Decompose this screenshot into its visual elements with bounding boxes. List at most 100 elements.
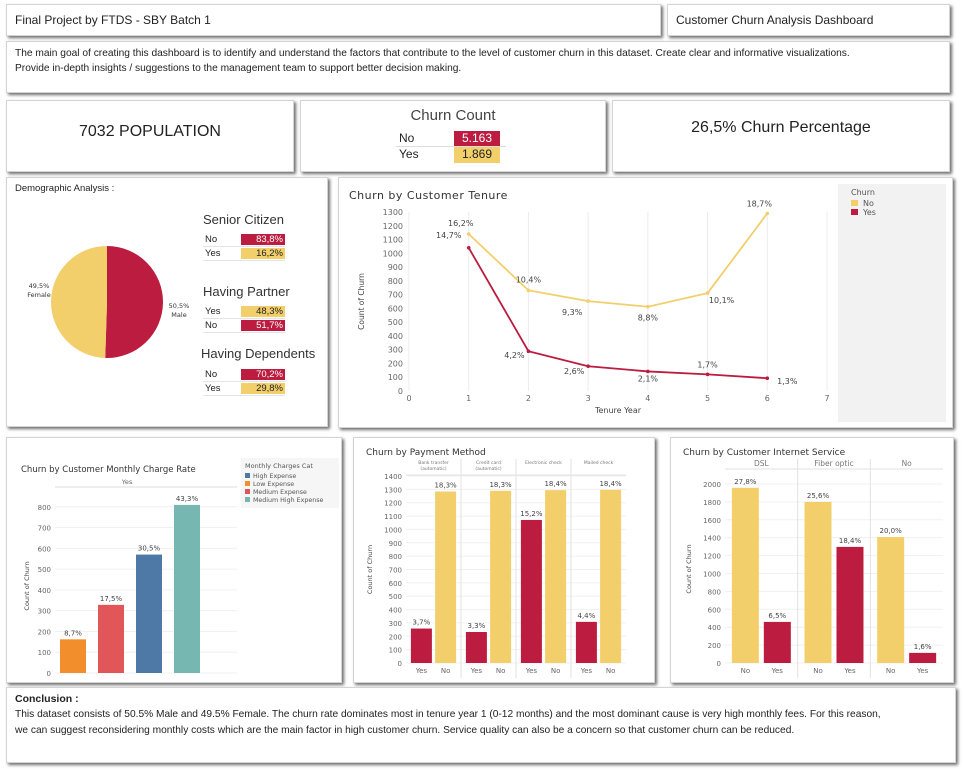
internet-y-tick: 200 bbox=[708, 642, 721, 650]
tenure-y-tick: 200 bbox=[388, 359, 403, 368]
description-line-2: Provide in-depth insights / suggestions … bbox=[15, 63, 462, 74]
tenure-point-no bbox=[705, 291, 710, 295]
internet-group-header: No bbox=[902, 459, 913, 468]
payment-data-label: 18,4% bbox=[599, 480, 622, 488]
monthly-data-label: 17,5% bbox=[100, 595, 123, 603]
tenure-y-tick: 100 bbox=[388, 373, 403, 382]
payment-group-header: Credit card (automatic) bbox=[475, 460, 502, 472]
senior-row: No 83,8% bbox=[203, 233, 285, 247]
tenure-y-tick: 1200 bbox=[383, 222, 403, 231]
internet-y-tick: 1400 bbox=[703, 535, 721, 543]
payment-y-tick: 1400 bbox=[384, 473, 402, 481]
churn-percentage-kpi: 26,5% Churn Percentage bbox=[691, 119, 871, 136]
internet-service-chart: Churn by Customer Internet Service 0 200 40… bbox=[683, 448, 943, 678]
tenure-data-label: 1,7% bbox=[697, 360, 718, 369]
tenure-x-tick: 4 bbox=[645, 394, 650, 403]
partner-label: Yes bbox=[205, 306, 221, 317]
partner-label: No bbox=[205, 320, 218, 331]
tenure-y-tick: 1100 bbox=[383, 236, 403, 245]
payment-bar bbox=[520, 519, 542, 663]
tenure-point-yes bbox=[526, 349, 531, 354]
tenure-line-no bbox=[468, 212, 769, 308]
conclusion-line-1: This dataset consists of 50.5% Male and … bbox=[15, 709, 881, 720]
pie-label-male: Male bbox=[171, 311, 186, 319]
payment-y-tick: 200 bbox=[389, 633, 402, 641]
churn-count-value-no: 5.163 bbox=[454, 131, 500, 146]
payment-y-tick: 400 bbox=[389, 607, 402, 615]
monthly-legend-swatch bbox=[245, 473, 250, 478]
tenure-x-tick: 7 bbox=[824, 394, 829, 403]
monthly-legend-title: Monthly Charges Cat bbox=[245, 462, 313, 470]
tenure-x-tick: 1 bbox=[466, 394, 471, 403]
payment-bar bbox=[410, 628, 432, 663]
partner-value: 51,7% bbox=[241, 320, 285, 331]
internet-y-tick: 1600 bbox=[703, 517, 721, 525]
payment-y-tick: 300 bbox=[389, 620, 402, 628]
monthly-y-tick: 0 bbox=[47, 670, 51, 678]
tenure-data-label: 18,7% bbox=[747, 199, 773, 208]
internet-group-header: DSL bbox=[754, 459, 770, 468]
internet-y-tick: 1000 bbox=[703, 570, 721, 578]
churn-count-box: Churn Count No 5.163 Yes 1.869 bbox=[300, 100, 606, 172]
internet-y-tick: 1800 bbox=[703, 499, 721, 507]
tenure-point-yes bbox=[765, 376, 770, 380]
tenure-legend-swatch-yes bbox=[851, 209, 858, 215]
tenure-y-tick: 900 bbox=[388, 263, 403, 272]
monthly-y-tick: 200 bbox=[38, 628, 51, 636]
payment-x-tick: No bbox=[606, 667, 616, 675]
tenure-point-no bbox=[586, 299, 590, 303]
tenure-x-tick: 3 bbox=[586, 394, 591, 403]
payment-y-tick: 0 bbox=[398, 660, 402, 668]
monthly-bar bbox=[98, 604, 124, 673]
payment-x-tick: No bbox=[551, 667, 561, 675]
payment-y-tick: 1000 bbox=[384, 526, 402, 534]
monthly-legend-item: Medium High Expense bbox=[253, 497, 324, 504]
conclusion-title: Conclusion : bbox=[15, 693, 79, 705]
payment-x-tick: Yes bbox=[580, 667, 593, 675]
internet-data-label: 1,6% bbox=[914, 643, 932, 651]
senior-value: 83,8% bbox=[241, 234, 285, 245]
tenure-y-label: Count of Churn bbox=[357, 273, 366, 330]
payment-data-label: 4,4% bbox=[578, 612, 596, 620]
monthly-charge-panel: Churn by Customer Monthly Charge Rate Yes… bbox=[6, 437, 342, 683]
payment-y-tick: 800 bbox=[389, 553, 402, 561]
payment-y-label: Count of Churn bbox=[366, 545, 374, 594]
internet-data-label: 6,5% bbox=[768, 612, 786, 620]
internet-y-tick: 600 bbox=[708, 606, 721, 614]
tenure-title: Churn by Customer Tenure bbox=[349, 189, 508, 202]
monthly-bar bbox=[174, 504, 200, 673]
payment-bar bbox=[575, 621, 597, 663]
pie-label-female-pct: 49,5% bbox=[29, 282, 50, 290]
internet-y-label: Count of Churn bbox=[685, 544, 693, 593]
churn-count-label-no: No bbox=[399, 131, 415, 145]
senior-citizen-table: No 83,8% Yes 16,2% bbox=[203, 233, 285, 261]
churn-count-label-yes: Yes bbox=[399, 147, 419, 161]
partner-value: 48,3% bbox=[241, 306, 285, 317]
payment-bar bbox=[465, 632, 487, 663]
dependents-row: Yes 29,8% bbox=[203, 382, 285, 396]
internet-x-tick: No bbox=[741, 667, 751, 675]
having-partner-table: Yes 48,3% No 51,7% bbox=[203, 305, 285, 333]
monthly-column-header: Yes bbox=[121, 478, 133, 486]
dependents-value: 70,2% bbox=[241, 369, 285, 380]
monthly-y-tick: 500 bbox=[38, 566, 51, 574]
payment-y-tick: 900 bbox=[389, 540, 402, 548]
monthly-legend-item: High Expense bbox=[253, 473, 296, 480]
senior-label: Yes bbox=[205, 248, 221, 259]
senior-citizen-title: Senior Citizen bbox=[203, 212, 284, 227]
tenure-y-tick: 400 bbox=[388, 332, 403, 341]
payment-x-tick: Yes bbox=[415, 667, 428, 675]
monthly-bar bbox=[136, 554, 162, 673]
tenure-y-tick: 700 bbox=[388, 291, 403, 300]
pie-label-male-pct: 50,5% bbox=[169, 302, 190, 310]
churn-count-rows: No 5.163 Yes 1.869 bbox=[396, 131, 506, 163]
tenure-legend-title: Churn bbox=[851, 188, 875, 197]
tenure-chart: Churn by Customer Tenure 0 1 2 3 4 5 6 7 0 100 200 3… bbox=[349, 184, 946, 422]
internet-y-tick: 1200 bbox=[703, 553, 721, 561]
payment-x-tick: Yes bbox=[525, 667, 538, 675]
payment-method-panel: Churn by Payment Method 0 100 200 300 400 500 6… bbox=[353, 437, 655, 683]
internet-data-label: 27,8% bbox=[734, 478, 757, 486]
tenure-data-label: 1,3% bbox=[777, 377, 798, 386]
payment-bar bbox=[490, 490, 512, 663]
tenure-x-tick: 5 bbox=[705, 394, 710, 403]
